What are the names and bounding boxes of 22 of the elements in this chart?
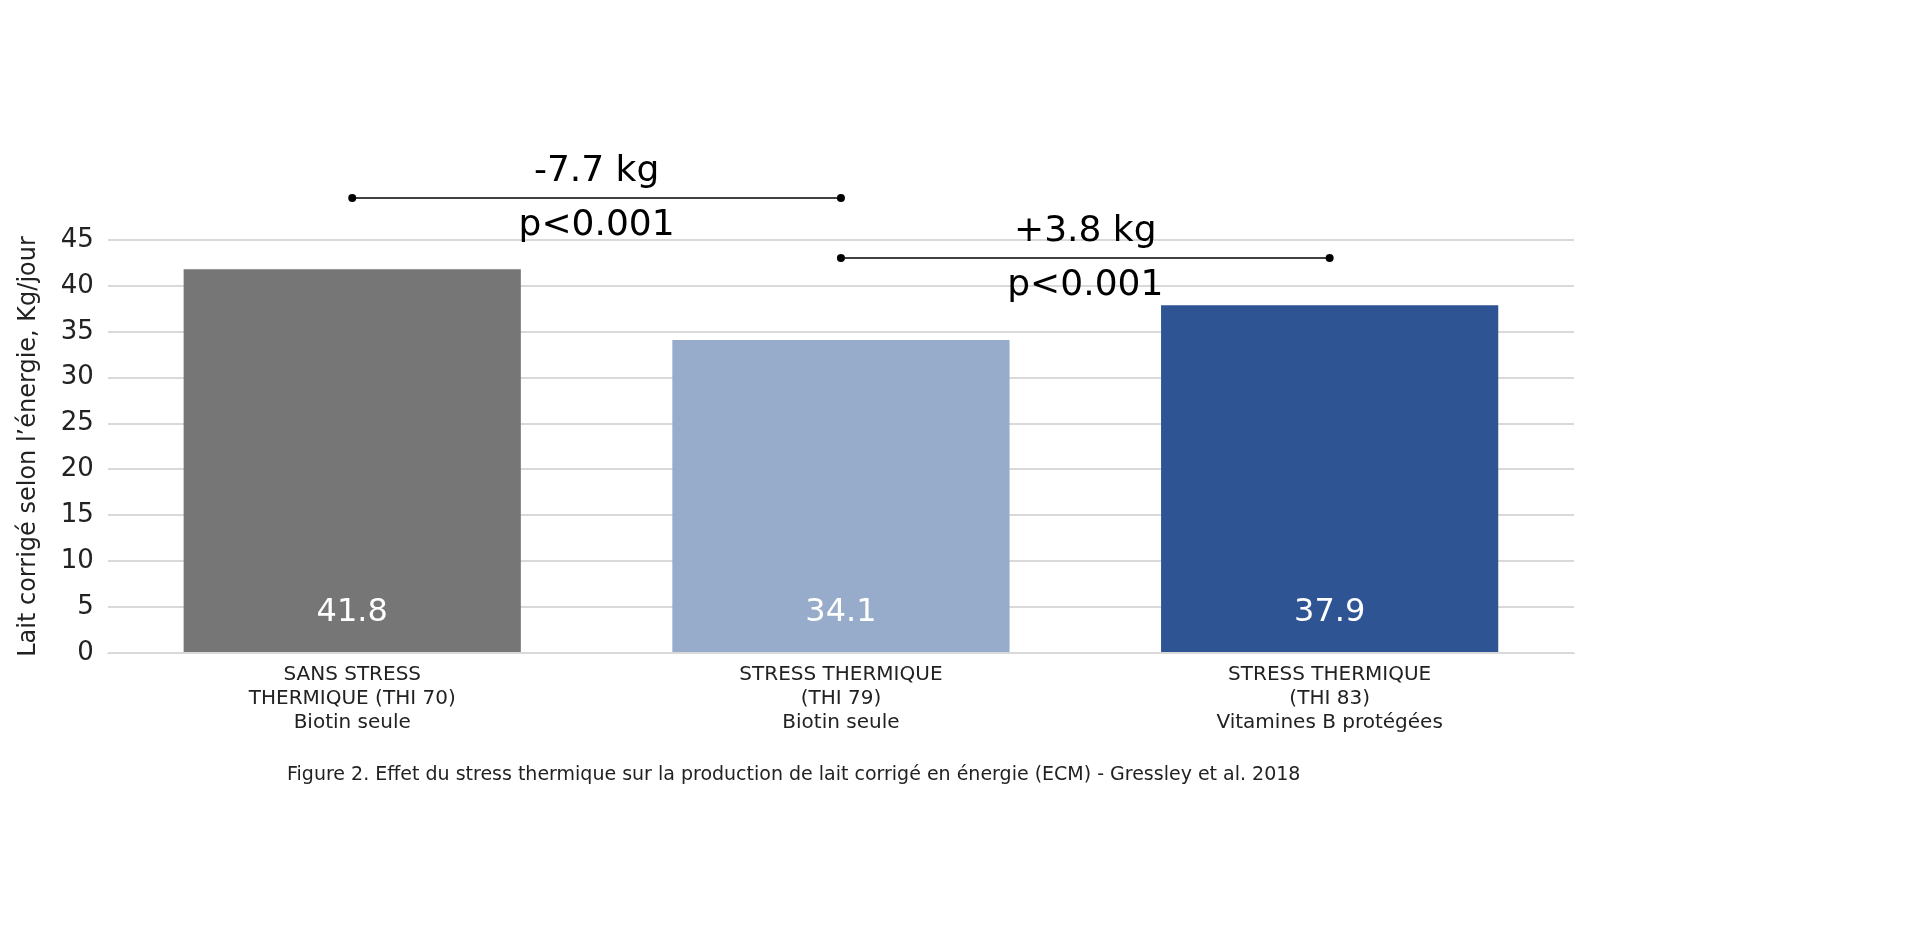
y-tick-label: 30 <box>60 360 94 391</box>
y-tick-label: 0 <box>77 635 94 666</box>
data-label: 37.9 <box>1294 591 1366 630</box>
data-label: 41.8 <box>316 591 388 630</box>
annotation: +3.8 kg <box>1014 208 1157 250</box>
y-tick-label: 45 <box>60 222 94 253</box>
x-tick-label: SANS STRESS THERMIQUE (THI 70) Biotin seule <box>247 661 456 734</box>
y-axis-title: Lait corrigé selon l’énergie, Kg/jour <box>12 236 41 657</box>
y-tick-label: 40 <box>60 268 94 299</box>
x-tick-label: STRESS THERMIQUE (THI 79) Biotin seule <box>739 661 943 734</box>
y-tick-label: 35 <box>60 314 94 345</box>
y-tick-label: 5 <box>77 589 94 620</box>
y-tick-label: 15 <box>60 498 94 529</box>
caption: Figure 2. Effet du stress thermique sur la production de lait corrigé en énergie (ECM) - Gressley et al. 2018 <box>287 762 1301 784</box>
y-tick-label: 20 <box>60 452 94 483</box>
y-tick-label: 10 <box>60 543 94 574</box>
text: -7.7 kg <box>533 148 660 190</box>
annotation: p<0.001 <box>1007 262 1164 304</box>
x-tick-label: STRESS THERMIQUE (THI 83) Vitamines B protégées <box>1216 661 1443 734</box>
annotation: p<0.001 <box>518 202 675 244</box>
data-label: 34.1 <box>805 591 877 630</box>
y-tick-label: 25 <box>60 406 94 437</box>
